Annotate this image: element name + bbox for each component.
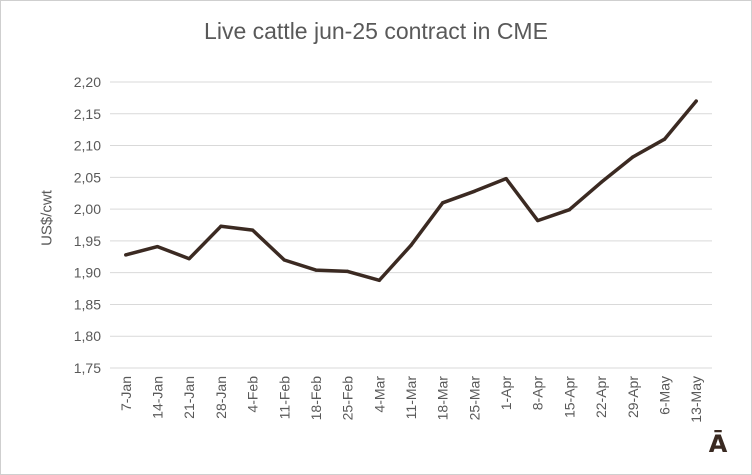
series-line: [124, 99, 698, 283]
x-tick-label: 29-Apr: [625, 376, 641, 418]
data-point: [409, 243, 413, 247]
data-point: [314, 268, 318, 272]
x-tick-label: 11-Mar: [403, 376, 419, 420]
x-tick-label: 15-Apr: [561, 376, 577, 418]
x-tick-label: 1-Apr: [498, 376, 514, 411]
x-tick-label: 4-Feb: [245, 376, 261, 413]
x-tick-label: 25-Mar: [466, 376, 482, 421]
data-point: [662, 137, 667, 141]
y-tick-label: 2,10: [74, 138, 101, 154]
data-point: [282, 258, 286, 262]
x-tick-label: 18-Mar: [435, 376, 451, 421]
x-tick-label: 7-Jan: [118, 376, 134, 411]
data-point: [631, 155, 635, 159]
y-tick-label: 1,95: [74, 233, 101, 249]
x-tick-label: 21-Jan: [181, 376, 197, 419]
data-point: [346, 269, 350, 273]
x-tick-label: 4-Mar: [371, 376, 387, 413]
y-tick-label: 1,80: [74, 328, 101, 344]
data-point: [219, 224, 223, 228]
x-tick-label: 25-Feb: [340, 376, 356, 421]
data-point: [250, 228, 255, 232]
x-tick-label: 6-May: [656, 376, 672, 415]
data-point: [441, 201, 445, 205]
y-tick-label: 1,75: [74, 360, 101, 376]
chart-title: Live cattle jun-25 contract in CME: [204, 18, 548, 44]
data-point: [124, 253, 128, 257]
data-point: [536, 218, 540, 223]
data-point: [504, 177, 508, 181]
data-point: [694, 99, 698, 103]
x-tick-label: 11-Feb: [276, 376, 292, 420]
y-tick-label: 2,05: [74, 169, 101, 185]
x-tick-label: 13-May: [688, 376, 704, 423]
data-point: [155, 245, 160, 249]
y-tick-label: 1,85: [74, 296, 101, 312]
x-tick-label: 8-Apr: [530, 376, 546, 411]
x-tick-label: 28-Jan: [213, 376, 229, 419]
y-tick-label: 2,20: [74, 74, 101, 90]
y-tick-label: 2,15: [74, 106, 101, 122]
data-point: [567, 208, 572, 212]
x-tick-label: 14-Jan: [150, 376, 166, 419]
y-tick-label: 2,00: [74, 201, 101, 217]
data-point: [187, 257, 191, 261]
x-tick-label: 18-Feb: [308, 376, 324, 421]
data-point: [472, 189, 476, 193]
data-point: [377, 278, 381, 282]
brand-logo: Ā: [708, 430, 728, 458]
data-point: [599, 180, 603, 185]
x-tick-label: 22-Apr: [593, 376, 609, 418]
y-tick-label: 1,90: [74, 265, 101, 281]
